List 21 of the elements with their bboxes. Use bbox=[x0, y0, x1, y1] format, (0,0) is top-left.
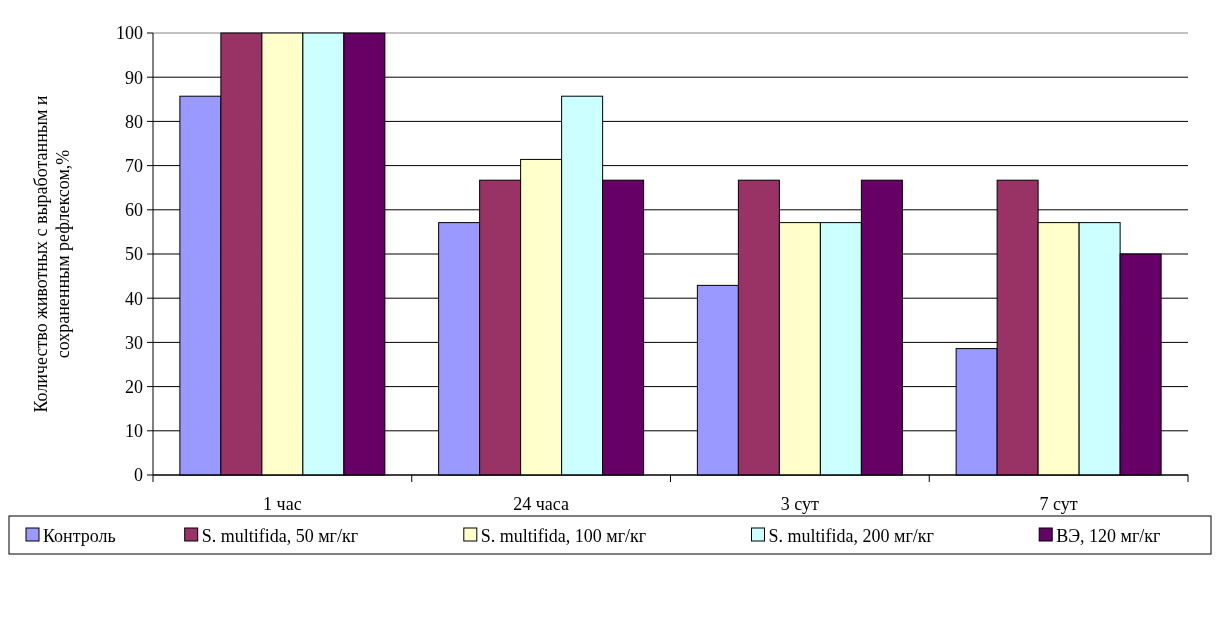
y-axis-title: Количество животных с выработанным и сохраненным рефлексом,% bbox=[31, 95, 73, 413]
x-tick-label: 1 час bbox=[263, 494, 302, 514]
y-tick-label: 20 bbox=[125, 376, 143, 397]
legend-label: S. multifida, 100 мг/кг bbox=[480, 526, 647, 547]
y-tick-label: 70 bbox=[125, 155, 143, 176]
y-tick-label: 40 bbox=[125, 288, 143, 309]
legend-label: S. multifida, 50 мг/кг bbox=[201, 526, 359, 547]
legend-label: S. multifida, 200 мг/кг bbox=[768, 526, 934, 547]
y-tick-label: 90 bbox=[125, 67, 143, 88]
y-tick-label: 80 bbox=[125, 111, 143, 132]
x-tick-label: 3 сут bbox=[780, 494, 820, 514]
y-tick-label: 100 bbox=[116, 23, 143, 44]
y-tick-label: 30 bbox=[125, 332, 143, 353]
x-tick-label: 7 сут bbox=[1039, 494, 1078, 514]
y-tick-label: 0 bbox=[134, 465, 143, 486]
y-tick-label: 10 bbox=[125, 421, 143, 442]
y-tick-label: 60 bbox=[125, 200, 143, 221]
x-tick-label: 24 часа bbox=[513, 494, 569, 514]
legend-label: Контроль bbox=[43, 526, 116, 547]
y-tick-label: 50 bbox=[125, 244, 143, 265]
legend-label: ВЭ, 120 мг/кг bbox=[1056, 526, 1161, 547]
